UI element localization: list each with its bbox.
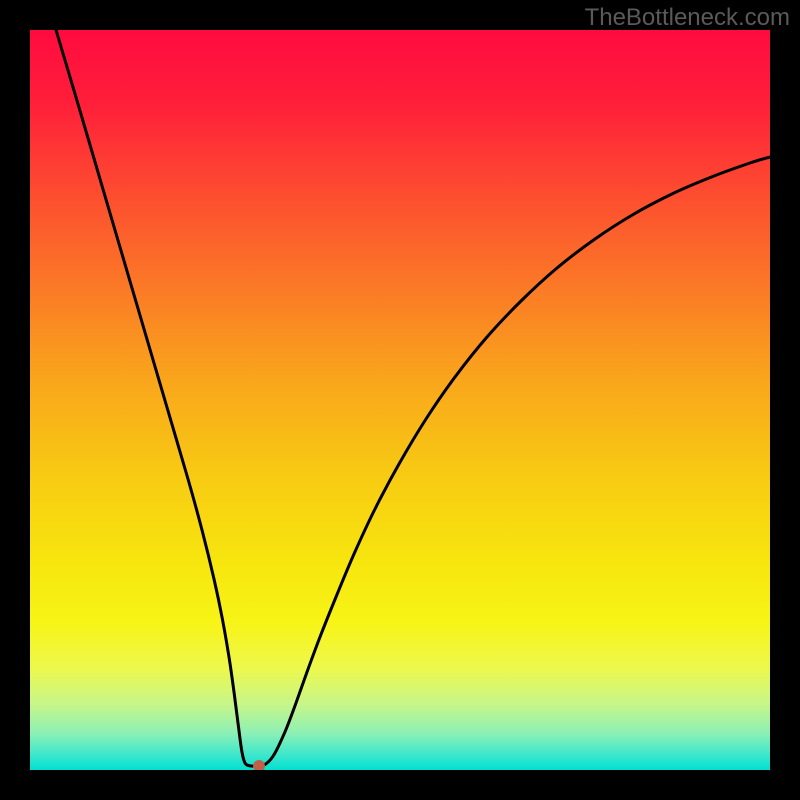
- plot-area: [30, 30, 770, 770]
- chart-container: TheBottleneck.com: [0, 0, 800, 800]
- bottleneck-curve: [56, 30, 770, 766]
- curve-layer: [30, 30, 770, 770]
- minimum-marker: [253, 760, 265, 770]
- watermark-text: TheBottleneck.com: [585, 4, 790, 32]
